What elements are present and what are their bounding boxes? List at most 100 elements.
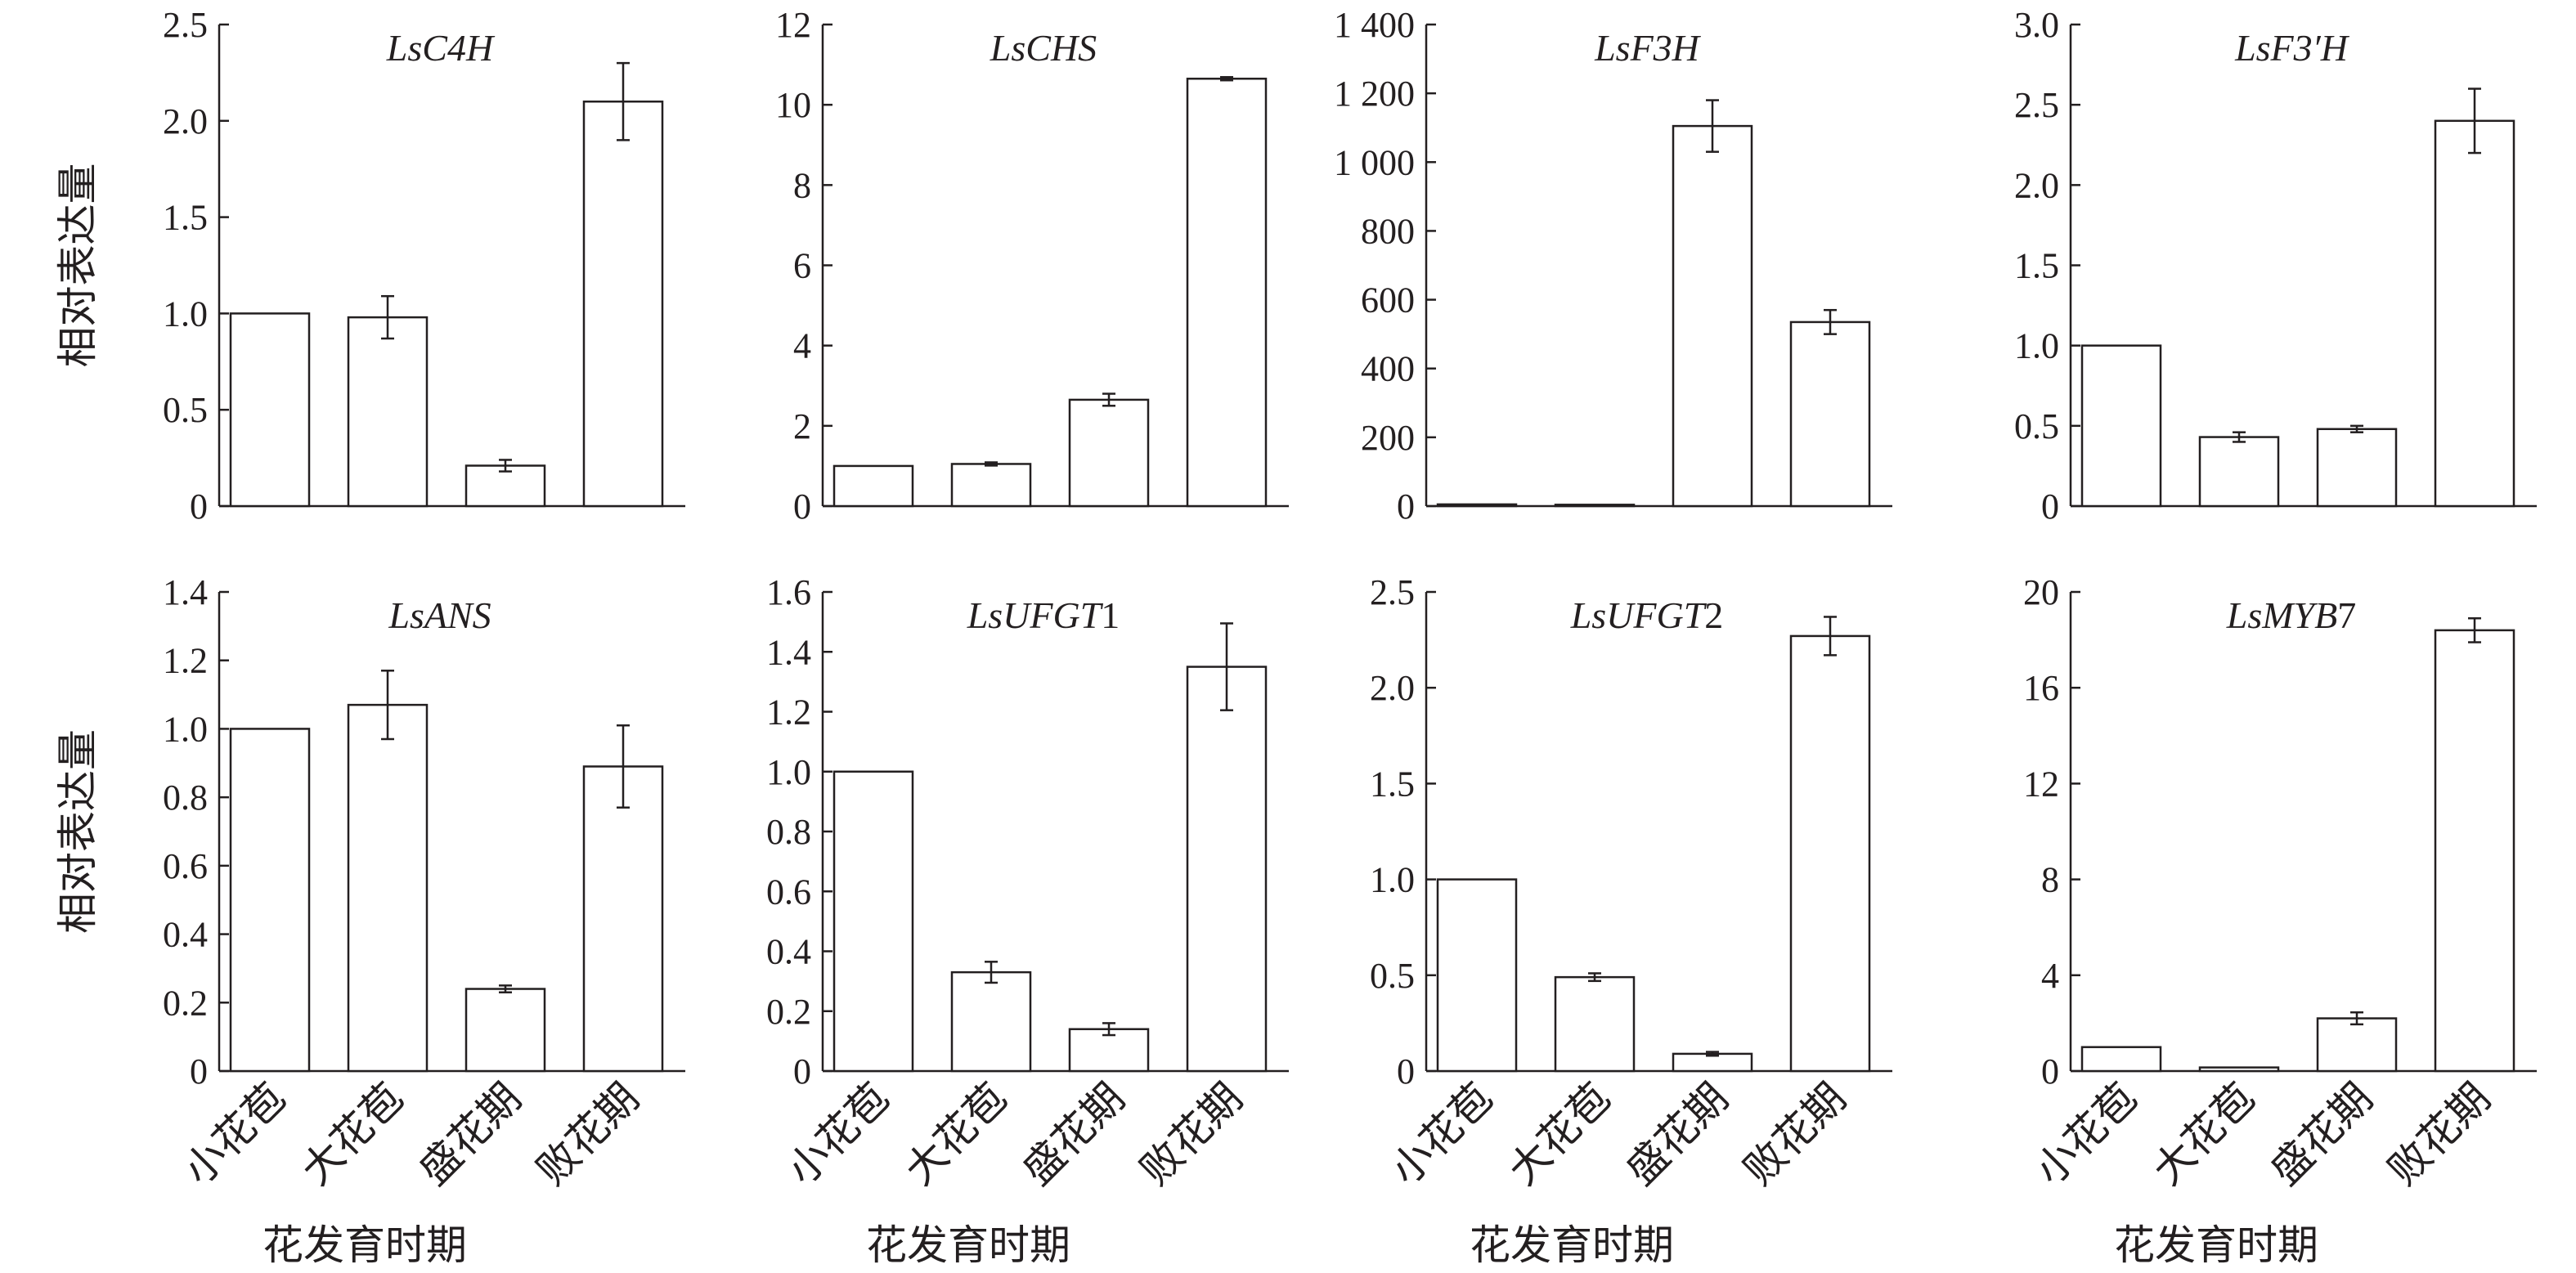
y-tick-label: 0.8 <box>163 778 208 818</box>
y-tick-label: 0.8 <box>766 812 811 852</box>
x-tick-label: 大花苞 <box>1500 1074 1619 1194</box>
bar-3 <box>1068 398 1150 508</box>
bar-1 <box>229 312 311 508</box>
bar-1 <box>229 728 311 1073</box>
bar-4 <box>1789 320 1871 508</box>
y-tick-label: 6 <box>793 246 811 286</box>
x-axis-label: 花发育时期 <box>2114 1222 2318 1268</box>
y-tick-label: 1.5 <box>1370 764 1415 804</box>
y-tick-label: 0.4 <box>163 915 208 955</box>
y-tick-label: 1.4 <box>163 572 208 612</box>
x-tick-label: 败花期 <box>2380 1074 2499 1194</box>
bar-3 <box>464 988 546 1073</box>
y-tick-label: 1.4 <box>766 632 811 672</box>
chart-panel-4: 0 0.5 1.0 1.5 2.0 2.5 3.0 LsF3′H <box>2014 5 2537 527</box>
y-tick-label: 16 <box>2023 668 2059 708</box>
y-tick-label: 4 <box>2041 956 2059 996</box>
y-tick-label: 0 <box>1397 1051 1415 1091</box>
x-tick-label: 小花苞 <box>2026 1074 2146 1194</box>
y-axis-label: 相对表达量 <box>55 164 101 368</box>
bar-2 <box>347 703 429 1073</box>
y-tick-label: 10 <box>775 85 811 125</box>
y-tick-label: 0.6 <box>163 846 208 886</box>
y-tick-label: 800 <box>1361 211 1415 251</box>
y-tick-label: 0.5 <box>2014 406 2059 446</box>
y-tick-label: 0 <box>190 1051 208 1091</box>
y-tick-label: 1.0 <box>163 294 208 334</box>
chart-title: LsANS <box>388 594 491 636</box>
y-tick-label: 0.2 <box>766 992 811 1032</box>
y-tick-label: 1.5 <box>163 198 208 238</box>
y-tick-label: 0 <box>1397 486 1415 527</box>
chart-title: LsF3H <box>1594 27 1702 69</box>
bar-4 <box>582 765 664 1073</box>
y-tick-label: 0 <box>2041 486 2059 527</box>
y-tick-label: 0.6 <box>766 872 811 912</box>
bar-1 <box>2080 1046 2162 1073</box>
bar-4 <box>1186 78 1268 508</box>
bar-2 <box>950 463 1032 508</box>
y-tick-label: 1.2 <box>766 693 811 733</box>
y-tick-label: 4 <box>793 326 811 366</box>
x-tick-label: 盛花期 <box>1618 1074 1737 1194</box>
y-tick-label: 1.0 <box>766 752 811 792</box>
chart-panel-2: 0 2 4 6 8 10 12 LsCHS <box>775 5 1289 527</box>
y-tick-label: 12 <box>775 5 811 45</box>
x-tick-label: 大花苞 <box>293 1074 412 1194</box>
bar-2 <box>2198 1066 2280 1073</box>
y-tick-label: 2.0 <box>1370 668 1415 708</box>
y-tick-label: 0.5 <box>163 390 208 430</box>
bar-4 <box>1789 634 1871 1073</box>
y-tick-label: 1.0 <box>163 709 208 749</box>
y-tick-label: 0.4 <box>766 932 811 972</box>
y-axis-label: 相对表达量 <box>55 729 101 934</box>
chart-panel-1: 0 0.5 1.0 1.5 2.0 2.5 LsC4H 相对表达量 <box>55 5 685 527</box>
y-tick-label: 0.5 <box>1370 956 1415 996</box>
x-tick-label: 大花苞 <box>2144 1074 2264 1194</box>
x-tick-label: 败花期 <box>1735 1074 1855 1194</box>
bar-4 <box>1186 666 1268 1073</box>
y-tick-label: 1.5 <box>2014 246 2059 286</box>
y-tick-label: 400 <box>1361 349 1415 389</box>
chart-panel-3: 0 200 400 600 800 1 000 1 200 1 400 LsF3H <box>1334 5 1892 527</box>
x-tick-label: 小花苞 <box>1382 1074 1501 1194</box>
y-tick-label: 12 <box>2023 764 2059 804</box>
x-tick-label: 小花苞 <box>779 1074 898 1194</box>
bar-3 <box>1672 124 1753 508</box>
chart-title: LsCHS <box>990 27 1097 69</box>
y-tick-label: 2.5 <box>1370 572 1415 612</box>
y-tick-label: 0 <box>190 486 208 527</box>
bar-1 <box>832 770 914 1073</box>
bar-2 <box>1554 975 1636 1073</box>
bar-1 <box>1436 503 1518 508</box>
x-axis-label: 花发育时期 <box>263 1222 467 1268</box>
y-tick-label: 0.2 <box>163 983 208 1023</box>
chart-panel-5: 0 0.2 0.4 0.6 0.8 1.0 1.2 1.4 LsANS 相对表达量小花苞大花苞盛花… <box>55 572 685 1268</box>
y-tick-label: 2.5 <box>2014 85 2059 125</box>
y-tick-label: 0 <box>793 1051 811 1091</box>
y-tick-label: 2.5 <box>163 5 208 45</box>
x-tick-label: 盛花期 <box>1014 1074 1133 1194</box>
bar-3 <box>2316 1017 2398 1073</box>
y-tick-label: 0 <box>793 486 811 527</box>
y-tick-label: 1.0 <box>1370 860 1415 900</box>
y-tick-label: 3.0 <box>2014 5 2059 45</box>
bar-3 <box>2316 428 2398 508</box>
y-tick-label: 1 000 <box>1334 142 1415 182</box>
y-tick-label: 2.0 <box>2014 165 2059 205</box>
x-axis-label: 花发育时期 <box>866 1222 1070 1268</box>
chart-title: LsUFGT2 <box>1570 594 1724 636</box>
y-tick-label: 2.0 <box>163 101 208 141</box>
chart-panel-6: 0 0.2 0.4 0.6 0.8 1.0 1.2 1.4 1.6 LsUFGT1 小花苞大花苞盛花… <box>766 572 1289 1268</box>
y-tick-label: 20 <box>2023 572 2059 612</box>
x-tick-label: 盛花期 <box>411 1074 530 1194</box>
bar-2 <box>1554 504 1636 508</box>
x-tick-label: 败花期 <box>1132 1074 1251 1194</box>
y-tick-label: 1 200 <box>1334 74 1415 114</box>
bar-1 <box>832 464 914 508</box>
y-tick-label: 600 <box>1361 280 1415 320</box>
x-tick-label: 小花苞 <box>175 1074 294 1194</box>
y-tick-label: 0 <box>2041 1051 2059 1091</box>
